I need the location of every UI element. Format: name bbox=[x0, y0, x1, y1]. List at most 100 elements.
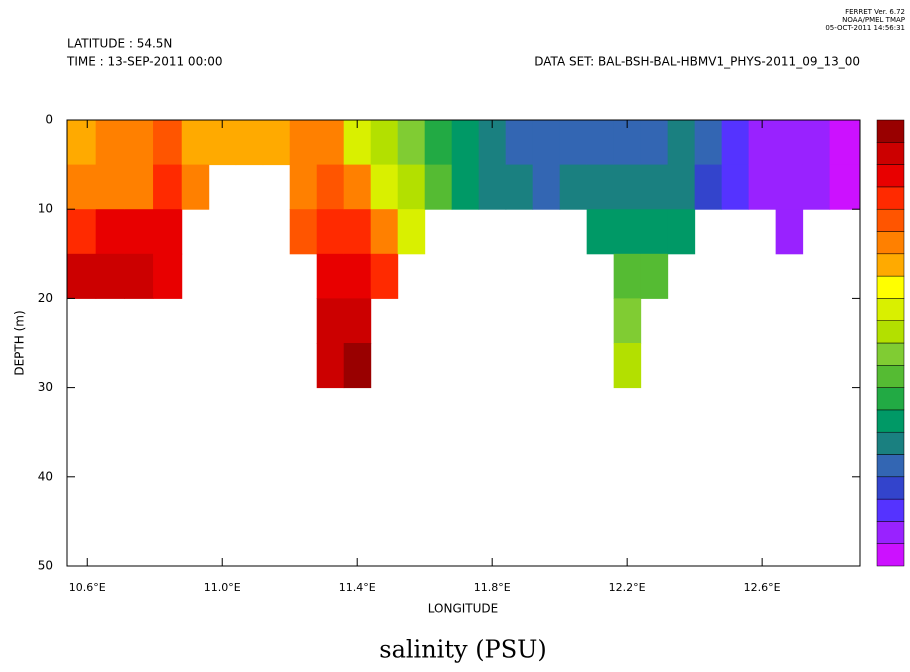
salinity-cell bbox=[235, 120, 264, 166]
salinity-cell bbox=[124, 253, 154, 299]
colorbar-band bbox=[876, 142, 905, 165]
salinity-cell bbox=[613, 164, 642, 210]
salinity-cell bbox=[67, 253, 97, 299]
salinity-cell bbox=[370, 209, 399, 255]
colorbar-band bbox=[876, 119, 905, 143]
salinity-cell bbox=[316, 164, 345, 210]
colorbar-band bbox=[876, 365, 905, 388]
salinity-cell bbox=[153, 164, 183, 210]
salinity-cell bbox=[153, 120, 183, 166]
y-tick-label: 30 bbox=[38, 380, 53, 394]
salinity-cell bbox=[316, 253, 345, 299]
salinity-cell bbox=[640, 120, 669, 166]
salinity-cell bbox=[343, 164, 372, 210]
salinity-cell bbox=[181, 120, 210, 166]
colorbar-band bbox=[876, 476, 905, 500]
salinity-cell bbox=[153, 253, 183, 299]
salinity-cell bbox=[370, 164, 399, 210]
salinity-cell bbox=[343, 298, 372, 344]
stamp: FERRET Ver. 6.72 bbox=[845, 8, 905, 16]
x-tick-label: 12.6°E bbox=[744, 581, 781, 594]
colorbar-band bbox=[876, 298, 905, 321]
salinity-cell bbox=[640, 209, 669, 255]
salinity-cell bbox=[424, 164, 453, 210]
salinity-cell bbox=[289, 164, 318, 210]
salinity-cell bbox=[721, 164, 750, 210]
salinity-cell bbox=[586, 209, 615, 255]
salinity-cell bbox=[451, 120, 480, 166]
colorbar-band bbox=[876, 231, 905, 255]
salinity-cell bbox=[613, 253, 642, 299]
header-time: TIME : 13-SEP-2011 00:00 bbox=[66, 55, 223, 69]
stamp: 05-OCT-2011 14:56:31 bbox=[825, 24, 905, 32]
stamp: NOAA/PMEL TMAP bbox=[842, 16, 905, 24]
salinity-cell bbox=[802, 164, 831, 210]
salinity-cell bbox=[153, 209, 183, 255]
salinity-cell bbox=[343, 343, 372, 389]
x-tick-label: 12.2°E bbox=[609, 581, 646, 594]
salinity-cell bbox=[640, 253, 669, 299]
salinity-cell bbox=[397, 209, 426, 255]
salinity-cell bbox=[316, 343, 345, 389]
y-tick-label: 10 bbox=[38, 202, 53, 216]
salinity-cell bbox=[370, 253, 399, 299]
header-latitude: LATITUDE : 54.5N bbox=[67, 37, 172, 51]
salinity-cell bbox=[667, 120, 696, 166]
salinity-cell bbox=[748, 164, 777, 210]
salinity-cell bbox=[613, 343, 642, 389]
colorbar-band bbox=[876, 431, 905, 455]
salinity-cell bbox=[343, 209, 372, 255]
salinity-cell bbox=[667, 164, 696, 210]
salinity-cell bbox=[451, 164, 480, 210]
salinity-cell bbox=[532, 120, 561, 166]
salinity-cell bbox=[95, 164, 125, 210]
salinity-cell bbox=[124, 164, 154, 210]
salinity-cell bbox=[559, 120, 588, 166]
salinity-cell bbox=[289, 209, 318, 255]
salinity-cell bbox=[343, 253, 372, 299]
colorbar-band bbox=[876, 342, 905, 366]
colorbar-band bbox=[876, 521, 905, 544]
colorbar-band bbox=[876, 275, 905, 299]
x-axis-label: LONGITUDE bbox=[428, 602, 498, 616]
salinity-cell bbox=[694, 120, 723, 166]
salinity-cell bbox=[316, 298, 345, 344]
colorbar-band bbox=[876, 387, 905, 411]
salinity-cell bbox=[95, 120, 125, 166]
colorbar-band bbox=[876, 498, 905, 522]
y-tick-label: 20 bbox=[38, 291, 53, 305]
plot-frame bbox=[66, 119, 861, 567]
salinity-cell bbox=[640, 164, 669, 210]
salinity-cell bbox=[694, 164, 723, 210]
x-tick-label: 11.4°E bbox=[339, 581, 376, 594]
salinity-cell bbox=[95, 209, 125, 255]
salinity-cell bbox=[424, 120, 453, 166]
x-tick-label: 11.0°E bbox=[204, 581, 241, 594]
salinity-cell bbox=[95, 253, 125, 299]
salinity-cell bbox=[397, 164, 426, 210]
chart-title: salinity (PSU) bbox=[379, 636, 546, 664]
salinity-cell bbox=[613, 209, 642, 255]
salinity-cell bbox=[289, 120, 318, 166]
salinity-cell bbox=[775, 209, 804, 255]
salinity-cell bbox=[667, 209, 696, 255]
colorbar-band bbox=[876, 208, 905, 232]
colorbar-band bbox=[876, 164, 905, 188]
colorbar-band bbox=[876, 543, 905, 567]
salinity-cell bbox=[829, 164, 861, 210]
salinity-cell bbox=[262, 120, 291, 166]
colorbar-band bbox=[876, 320, 905, 344]
salinity-cell bbox=[67, 209, 97, 255]
salinity-cell bbox=[397, 120, 426, 166]
y-tick-label: 0 bbox=[45, 113, 53, 127]
y-tick-label: 50 bbox=[38, 559, 53, 573]
salinity-cell bbox=[505, 164, 534, 210]
x-tick-label: 11.8°E bbox=[474, 581, 511, 594]
salinity-cell bbox=[829, 120, 861, 166]
salinity-cell bbox=[67, 164, 97, 210]
salinity-cell bbox=[478, 164, 507, 210]
salinity-cell bbox=[124, 209, 154, 255]
colorbar-band bbox=[876, 253, 905, 277]
salinity-cell bbox=[67, 120, 97, 166]
